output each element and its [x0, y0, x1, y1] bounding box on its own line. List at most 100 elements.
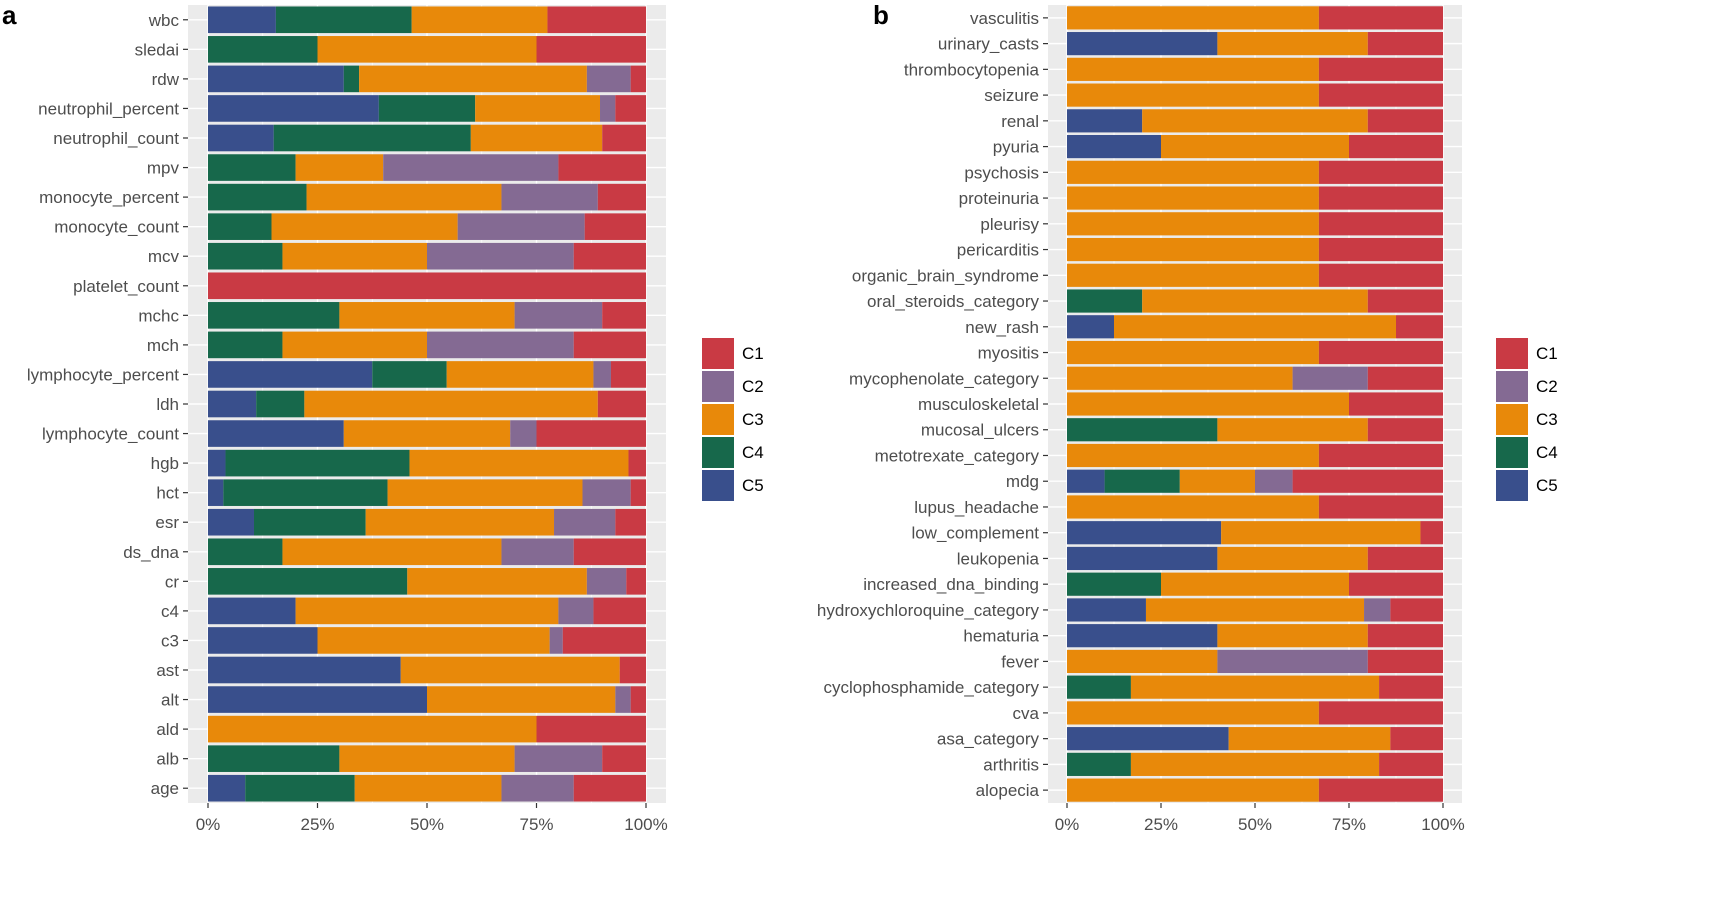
bar-segment-C3-wbc — [411, 6, 548, 34]
bar-segment-C3-metotrexate_category — [1067, 443, 1319, 468]
legend-swatch-C1 — [702, 338, 734, 369]
bar-row-pleurisy — [1067, 212, 1443, 236]
y-tick-label: oral_steroids_category — [867, 292, 1039, 311]
y-tick-label: myositis — [978, 344, 1039, 363]
x-tick-label: 0% — [196, 815, 221, 834]
bar-segment-C1-fever — [1367, 649, 1443, 674]
x-tick-label: 50% — [1238, 815, 1272, 834]
y-tick-label: c4 — [161, 602, 179, 621]
bar-segment-C5-mdg — [1067, 469, 1105, 493]
bar-row-alb — [208, 745, 646, 772]
bar-segment-C5-new_rash — [1067, 315, 1114, 339]
bar-row-hematuria — [1067, 624, 1443, 648]
bar-segment-C5-renal — [1067, 109, 1143, 133]
y-tick-label: leukopenia — [957, 549, 1040, 568]
bar-segment-C2-c3 — [549, 627, 563, 654]
bar-segment-C4-monocyte_percent — [208, 183, 307, 211]
bar-segment-C3-neutrophil_percent — [475, 95, 601, 122]
bar-segment-C3-mcv — [282, 242, 427, 270]
panel-letter-b: b — [873, 0, 889, 30]
y-tick-label: asa_category — [937, 730, 1040, 749]
bar-segment-C3-sledai — [317, 36, 537, 63]
legend-label-C1: C1 — [1536, 344, 1558, 363]
bar-row-psychosis — [1067, 160, 1443, 184]
bar-row-mpv — [208, 154, 646, 181]
bar-segment-C3-ds_dna — [282, 538, 502, 566]
bar-segment-C1-hgb — [628, 449, 646, 477]
y-tick-label: cr — [165, 572, 180, 591]
bar-segment-C3-musculoskeletal — [1067, 392, 1349, 416]
bar-segment-C5-c3 — [208, 627, 318, 654]
bar-segment-C1-myositis — [1318, 340, 1443, 365]
bar-segment-C1-neutrophil_count — [602, 124, 646, 152]
legend-label-C3: C3 — [1536, 410, 1558, 429]
y-tick-label: arthritis — [983, 755, 1039, 774]
bar-row-fever — [1067, 649, 1443, 674]
y-tick-label: seizure — [984, 86, 1039, 105]
legend-swatch-C3 — [702, 404, 734, 435]
bar-segment-C2-alt — [615, 686, 631, 713]
bar-row-ald — [208, 715, 646, 743]
bar-segment-C5-rdw — [208, 65, 344, 93]
bar-segment-C1-hematuria — [1367, 624, 1443, 648]
y-tick-label: ldh — [156, 395, 179, 414]
bar-segment-C1-seizure — [1318, 83, 1443, 107]
bar-segment-C3-mycophenolate_category — [1067, 366, 1293, 390]
bar-segment-C3-pyuria — [1161, 134, 1349, 159]
bar-segment-C3-mdg — [1179, 469, 1255, 493]
bar-segment-C4-neutrophil_count — [273, 124, 471, 152]
bar-segment-C1-mucosal_ulcers — [1367, 418, 1443, 442]
x-tick-label: 100% — [624, 815, 667, 834]
bar-segment-C3-lupus_headache — [1067, 495, 1319, 519]
bar-segment-C2-monocyte_percent — [501, 183, 598, 211]
bar-row-lymphocyte_count — [208, 420, 646, 447]
y-tick-label: neutrophil_percent — [38, 99, 179, 118]
bar-row-myositis — [1067, 340, 1443, 365]
bar-segment-C4-mch — [208, 331, 283, 359]
bar-segment-C2-hct — [582, 479, 631, 506]
bar-row-leukopenia — [1067, 546, 1443, 571]
bar-segment-C2-lymphocyte_percent — [593, 361, 611, 388]
bar-segment-C1-renal — [1367, 109, 1443, 133]
y-tick-label: age — [151, 779, 179, 798]
bar-segment-C2-ds_dna — [501, 538, 574, 566]
bar-segment-C4-esr — [253, 508, 366, 536]
y-tick-label: ds_dna — [123, 543, 179, 562]
y-tick-label: musculoskeletal — [918, 395, 1039, 414]
y-tick-label: cyclophosphamide_category — [824, 678, 1040, 697]
bar-row-ast — [208, 656, 646, 684]
bar-row-vasculitis — [1067, 6, 1443, 30]
panel-b-plot: vasculitis urinary_casts thrombocytopenia s… — [817, 5, 1465, 834]
x-tick-label: 25% — [1144, 815, 1178, 834]
bar-row-lupus_headache — [1067, 495, 1443, 519]
y-tick-label: mchc — [138, 306, 179, 325]
bar-segment-C2-esr — [554, 508, 616, 536]
bar-row-neutrophil_count — [208, 124, 646, 152]
bar-segment-C4-cyclophosphamide_category — [1067, 675, 1131, 699]
bar-segment-C1-ast — [619, 656, 646, 684]
legend-swatch-C1 — [1496, 338, 1528, 369]
bar-segment-C2-mcv — [427, 242, 574, 270]
bar-segment-C1-ldh — [597, 390, 646, 418]
y-tick-label: thrombocytopenia — [904, 60, 1040, 79]
bar-segment-C2-fever — [1217, 649, 1368, 674]
bar-segment-C4-rdw — [343, 65, 360, 93]
bar-segment-C3-low_complement — [1221, 521, 1421, 545]
bar-segment-C3-esr — [365, 508, 555, 536]
bar-segment-C2-mch — [427, 331, 574, 359]
y-tick-label: monocyte_percent — [39, 188, 179, 207]
bar-row-ldh — [208, 390, 646, 418]
bar-segment-C2-mpv — [383, 154, 559, 181]
bar-segment-C5-leukopenia — [1067, 546, 1218, 571]
legend-label-C2: C2 — [742, 377, 764, 396]
bar-row-low_complement — [1067, 521, 1443, 545]
bar-segment-C2-cr — [586, 568, 627, 595]
bar-segment-C5-esr — [208, 508, 254, 536]
bar-segment-C3-renal — [1142, 109, 1368, 133]
bar-segment-C4-hgb — [225, 449, 410, 477]
y-tick-label: c3 — [161, 631, 179, 650]
legend-item-C3: C3 — [1496, 404, 1558, 435]
y-tick-label: hematuria — [963, 627, 1039, 646]
bar-row-alt — [208, 686, 646, 713]
y-tick-label: new_rash — [965, 318, 1039, 337]
